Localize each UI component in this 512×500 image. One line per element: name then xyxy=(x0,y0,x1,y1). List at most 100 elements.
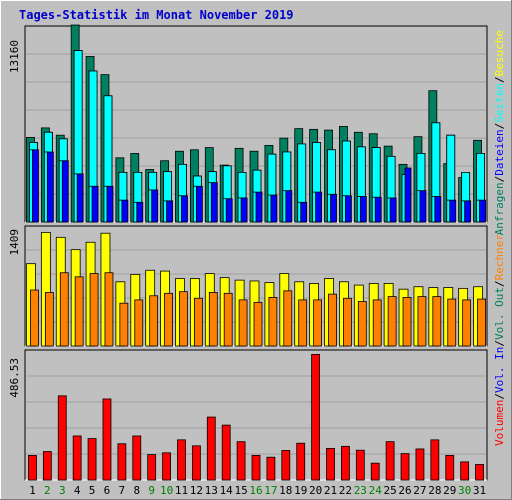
rechner-bar xyxy=(417,296,427,347)
rechner-bar xyxy=(283,290,293,347)
seiten-bar xyxy=(374,196,382,223)
day-tick-label: 10 xyxy=(160,484,173,497)
seiten-bar xyxy=(434,196,442,223)
dateien-bar-cap xyxy=(431,122,441,197)
chart-title: Tages-Statistik im Monat November 2019 xyxy=(19,8,294,22)
dateien-bar-cap xyxy=(43,131,53,153)
rechner-bar xyxy=(357,301,367,347)
volumen-bar xyxy=(132,435,142,481)
seiten-bar xyxy=(32,149,39,223)
day-tick-label: 18 xyxy=(279,484,292,497)
rechner-bar xyxy=(268,297,278,347)
seiten-bar xyxy=(151,189,159,223)
legend-entry: Seiten xyxy=(493,83,506,123)
legend-separator: / xyxy=(493,393,506,400)
day-tick-label: 27 xyxy=(413,484,426,497)
volumen-bar xyxy=(162,452,171,481)
volumen-bar xyxy=(72,435,82,481)
volumen-bar xyxy=(311,353,321,481)
volumen-bar xyxy=(251,454,261,481)
seiten-bar xyxy=(225,198,233,223)
rechner-bar xyxy=(223,292,233,347)
day-tick-label: 15 xyxy=(234,484,247,497)
volumen-bar xyxy=(266,456,276,481)
rechner-bar xyxy=(134,299,144,347)
dateien-bar-cap xyxy=(207,171,217,184)
volumen-bar xyxy=(221,424,231,481)
day-tick-label: 4 xyxy=(74,484,81,497)
dateien-bar-cap xyxy=(282,151,292,192)
volumen-bar xyxy=(57,395,67,481)
seiten-bar xyxy=(449,199,457,223)
legend-separator: / xyxy=(493,340,506,347)
rechner-bar xyxy=(387,296,397,347)
legend-separator: / xyxy=(493,280,506,287)
volumen-bar xyxy=(326,448,335,481)
requests-max-label: 13160 xyxy=(8,40,21,73)
day-tick-label: 23 xyxy=(354,484,367,497)
seiten-bar xyxy=(300,201,308,223)
legend-separator: / xyxy=(493,123,506,130)
legend-separator: / xyxy=(493,76,506,83)
legend-top: Anfragen/Dateien/Seiten/Besuche xyxy=(493,30,506,235)
day-tick-label: 5 xyxy=(89,484,96,497)
day-tick-label: 6 xyxy=(104,484,111,497)
day-tick-label: 25 xyxy=(384,484,397,497)
rechner-bar xyxy=(30,289,39,347)
rechner-bar xyxy=(372,299,382,347)
day-tick-label: 31 xyxy=(473,484,486,497)
seiten-bar xyxy=(46,151,54,223)
seiten-bar xyxy=(181,195,188,223)
rechner-bar xyxy=(104,272,114,347)
volumen-bar xyxy=(385,441,395,481)
seiten-bar xyxy=(195,185,203,223)
dateien-bar-cap xyxy=(192,175,202,187)
rechner-bar xyxy=(164,292,173,347)
dateien-bar-cap xyxy=(267,153,277,196)
rechner-bar xyxy=(432,296,442,347)
dateien-bar-cap xyxy=(371,147,381,198)
volumen-bar xyxy=(28,454,37,481)
legend-entry: Volumen xyxy=(493,400,506,446)
rechner-bar xyxy=(328,293,337,347)
volumen-bar xyxy=(177,439,186,481)
day-tick-label: 19 xyxy=(294,484,307,497)
volumen-bar xyxy=(191,445,201,481)
day-tick-label: 12 xyxy=(190,484,203,497)
day-tick-label: 21 xyxy=(324,484,337,497)
day-tick-label: 7 xyxy=(119,484,126,497)
volumen-bar xyxy=(370,462,380,481)
dateien-bar-cap xyxy=(327,149,336,195)
volumen-bar xyxy=(296,442,306,481)
dateien-bar-cap xyxy=(356,146,366,197)
dateien-bar-cap xyxy=(416,153,426,192)
day-tick-label: 24 xyxy=(369,484,383,497)
rechner-bar xyxy=(447,298,457,347)
visits-max-label: 1409 xyxy=(8,229,21,256)
dateien-bar-cap xyxy=(386,155,396,199)
dateien-bar-cap xyxy=(237,171,247,199)
rechner-bar xyxy=(44,292,54,347)
rechner-bar xyxy=(298,299,308,347)
legend-entry: Besuche xyxy=(493,30,506,76)
day-tick-label: 11 xyxy=(175,484,188,497)
rechner-bar xyxy=(343,297,352,347)
legend-entry: Vol. Out xyxy=(493,287,506,340)
volume-max-label: 486.53 xyxy=(8,358,21,398)
dateien-bar-cap xyxy=(118,171,128,201)
rechner-bar xyxy=(74,276,84,347)
seiten-bar xyxy=(106,185,114,223)
day-tick-label: 16 xyxy=(249,484,262,497)
seiten-bar xyxy=(479,199,486,223)
dateien-bar-cap xyxy=(222,165,232,200)
seiten-bar xyxy=(166,200,173,223)
day-tick-label: 26 xyxy=(398,484,411,497)
volumen-bar xyxy=(415,448,425,481)
seiten-bar xyxy=(91,185,99,223)
dateien-bar-cap xyxy=(312,142,322,193)
legend-bottom: Volumen/Vol. In/Vol. Out/Rechner xyxy=(493,234,506,446)
rechner-bar xyxy=(313,299,323,347)
day-tick-label: 28 xyxy=(428,484,441,497)
seiten-bar xyxy=(389,197,397,223)
